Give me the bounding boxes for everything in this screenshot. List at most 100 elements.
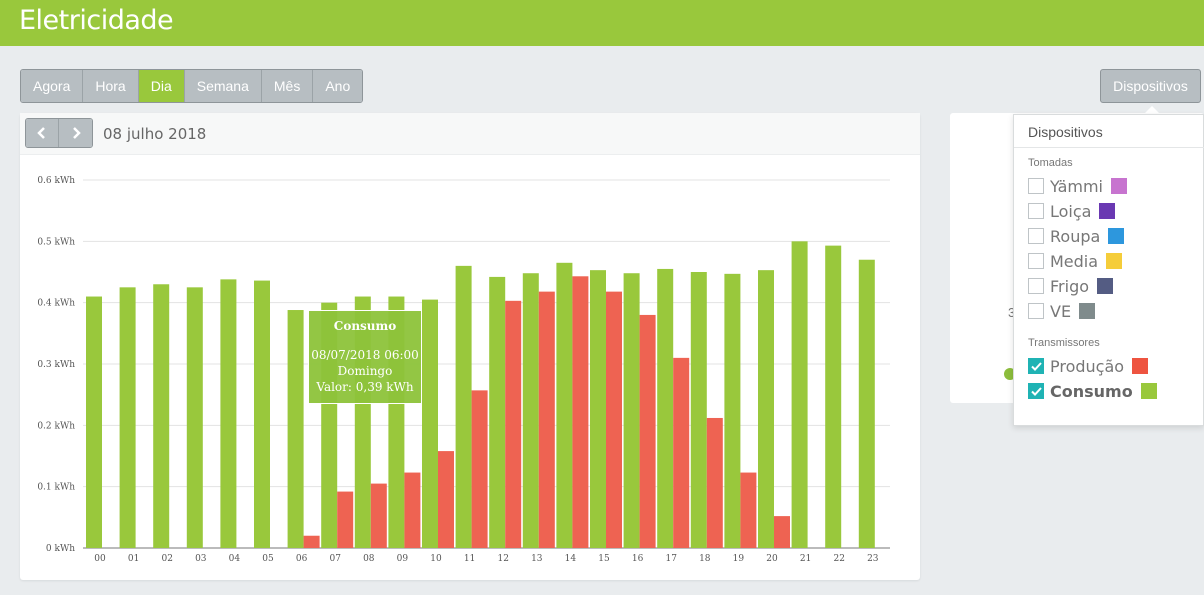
x-tick-label: 18	[699, 554, 711, 564]
device-label: Yämmi	[1050, 176, 1103, 196]
x-tick-label: 19	[733, 554, 745, 564]
device-item-media[interactable]: Media	[1028, 251, 1123, 271]
consumo-bar[interactable]	[858, 259, 875, 548]
x-tick-label: 20	[766, 554, 778, 564]
chart-panel-header: 08 julho 2018	[20, 113, 920, 155]
consumo-bar[interactable]	[623, 273, 640, 548]
selected-date: 08 julho 2018	[103, 125, 207, 143]
producao-bar[interactable]	[471, 390, 488, 548]
device-item-roupa[interactable]: Roupa	[1028, 227, 1125, 246]
y-tick-label: 0.1 kWh	[37, 483, 75, 493]
chevron-right-icon	[72, 127, 81, 139]
producao-bar[interactable]	[438, 451, 454, 548]
producao-bar[interactable]	[774, 516, 790, 548]
consumo-bar[interactable]	[119, 287, 136, 548]
app-header: Eletricidade	[0, 0, 1204, 46]
device-color-swatch	[1106, 253, 1123, 269]
producao-bar[interactable]	[673, 357, 690, 548]
producao-bar[interactable]	[337, 491, 354, 548]
device-checkbox[interactable]	[1028, 358, 1044, 374]
next-day-button[interactable]	[59, 119, 92, 147]
dropdown-group-label: Transmissores	[1028, 337, 1100, 349]
device-item-frigo[interactable]: Frigo	[1028, 276, 1114, 296]
consumo-bar[interactable]	[556, 262, 573, 548]
x-tick-label: 04	[229, 554, 241, 564]
x-tick-label: 11	[464, 554, 475, 564]
consumo-bar[interactable]	[422, 299, 438, 548]
producao-bar[interactable]	[606, 291, 622, 548]
tab-hora[interactable]: Hora	[83, 70, 139, 102]
dropdown-divider	[1014, 147, 1204, 148]
tooltip-value: Valor: 0,39 kWh	[316, 380, 414, 394]
dropdown-group-label: Tomadas	[1028, 157, 1073, 169]
check-icon	[1030, 386, 1042, 396]
tab-dia[interactable]: Dia	[138, 70, 185, 102]
consumo-bar[interactable]	[590, 270, 606, 548]
tooltip-date: 08/07/2018 06:00	[311, 348, 419, 362]
x-tick-label: 14	[565, 554, 577, 564]
device-checkbox[interactable]	[1028, 303, 1044, 319]
tab-semana[interactable]: Semana	[184, 70, 262, 102]
consumo-bar[interactable]	[690, 272, 707, 548]
x-tick-label: 07	[329, 554, 341, 564]
page-title: Eletricidade	[19, 5, 174, 36]
consumo-bar[interactable]	[153, 284, 170, 548]
tab-agora[interactable]: Agora	[21, 70, 84, 102]
check-icon	[1030, 361, 1042, 371]
consumo-bar[interactable]	[657, 268, 674, 548]
producao-bar[interactable]	[370, 483, 387, 548]
device-checkbox[interactable]	[1028, 203, 1044, 219]
device-label: Frigo	[1050, 276, 1090, 296]
producao-bar[interactable]	[639, 314, 656, 548]
device-item-ve[interactable]: VE	[1028, 301, 1096, 321]
previous-day-button[interactable]	[26, 119, 60, 147]
tab-ano[interactable]: Ano	[313, 70, 363, 102]
x-tick-label: 13	[531, 554, 543, 564]
device-label: Media	[1050, 251, 1099, 271]
x-tick-label: 10	[430, 554, 442, 564]
consumo-bar[interactable]	[287, 310, 304, 548]
consumo-bar[interactable]	[791, 241, 808, 548]
x-tick-label: 21	[800, 554, 811, 564]
consumo-bar[interactable]	[455, 265, 472, 548]
device-item-produção[interactable]: Produção	[1028, 357, 1149, 376]
device-color-swatch	[1079, 303, 1096, 319]
device-checkbox[interactable]	[1028, 253, 1044, 269]
x-tick-label: 23	[867, 554, 879, 564]
consumo-bar[interactable]	[522, 273, 539, 548]
consumo-bar[interactable]	[825, 245, 842, 549]
devices-button[interactable]: Dispositivos	[1100, 69, 1201, 103]
producao-bar[interactable]	[303, 535, 320, 548]
device-item-yämmi[interactable]: Yämmi	[1028, 176, 1127, 196]
producao-bar[interactable]	[404, 472, 421, 548]
x-tick-label: 12	[497, 554, 508, 564]
producao-bar[interactable]	[706, 417, 723, 548]
device-checkbox[interactable]	[1028, 383, 1044, 399]
device-checkbox[interactable]	[1028, 278, 1044, 294]
device-item-consumo[interactable]: Consumo	[1028, 382, 1157, 401]
device-label: VE	[1050, 301, 1072, 321]
x-tick-label: 16	[632, 554, 644, 564]
tab-mes[interactable]: Mês	[261, 70, 314, 102]
device-item-loiça[interactable]: Loiça	[1028, 202, 1116, 221]
device-color-swatch	[1097, 278, 1114, 294]
x-tick-label: 02	[161, 554, 172, 564]
producao-bar[interactable]	[740, 472, 757, 548]
consumo-bar[interactable]	[86, 296, 102, 548]
consumo-bar[interactable]	[186, 287, 203, 548]
consumo-bar[interactable]	[489, 276, 506, 548]
device-color-swatch	[1108, 228, 1125, 244]
device-checkbox[interactable]	[1028, 228, 1044, 244]
producao-bar[interactable]	[505, 300, 522, 548]
y-tick-label: 0 kWh	[46, 544, 75, 554]
device-color-swatch	[1099, 203, 1116, 219]
dropdown-title: Dispositivos	[1028, 124, 1103, 140]
producao-bar[interactable]	[538, 291, 555, 548]
consumo-bar[interactable]	[724, 273, 741, 548]
consumo-bar[interactable]	[220, 279, 237, 548]
chart-tooltip: Consumo 08/07/2018 06:00 Domingo Valor: …	[308, 310, 422, 404]
consumo-bar[interactable]	[254, 280, 270, 548]
consumo-bar[interactable]	[758, 270, 774, 548]
device-checkbox[interactable]	[1028, 178, 1044, 194]
producao-bar[interactable]	[572, 276, 589, 548]
